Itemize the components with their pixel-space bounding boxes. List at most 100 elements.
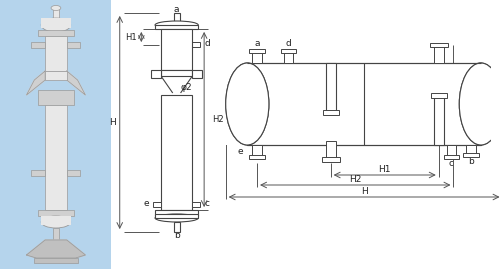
Bar (0, 16, 111, 17)
Bar (0, 30, 111, 31)
Bar (0, 237, 111, 238)
Bar (0, 104, 111, 105)
Bar (0, 40, 111, 41)
Bar (0, 10, 111, 11)
Bar (0, 188, 111, 189)
Bar (192, 42, 200, 47)
Bar (0, 151, 111, 152)
Ellipse shape (226, 63, 269, 145)
Bar (0, 32, 111, 33)
Bar (0, 252, 111, 253)
Bar (284, 51, 294, 63)
Bar (0, 267, 111, 268)
Bar (0, 76, 111, 77)
Bar (0, 181, 111, 182)
Bar (0, 179, 111, 180)
Bar (0, 37, 111, 38)
Bar (45, 36, 66, 71)
Bar (0, 17, 111, 18)
Bar (0, 162, 111, 163)
Bar (0, 168, 111, 169)
Bar (0, 101, 111, 102)
Bar (0, 245, 111, 246)
Bar (0, 152, 111, 153)
Bar (151, 70, 161, 78)
Bar (252, 51, 262, 63)
Bar (0, 180, 111, 181)
Text: φ2: φ2 (180, 83, 192, 91)
Bar (0, 165, 111, 166)
Text: H2: H2 (349, 175, 362, 185)
Text: b: b (468, 157, 474, 165)
Bar (0, 122, 111, 123)
Bar (434, 96, 444, 145)
Bar (0, 127, 111, 128)
Bar (0, 224, 111, 225)
Bar (0, 23, 111, 24)
Bar (0, 205, 111, 206)
Bar (252, 145, 262, 157)
Bar (0, 228, 111, 229)
Bar (0, 141, 111, 142)
Bar (0, 118, 111, 119)
Bar (0, 266, 111, 267)
Bar (0, 78, 111, 79)
Bar (0, 45, 111, 46)
Bar (430, 43, 448, 47)
Text: d: d (204, 38, 210, 48)
Bar (326, 63, 336, 112)
Bar (0, 186, 111, 187)
Bar (0, 208, 111, 209)
Bar (0, 41, 111, 42)
Bar (0, 153, 111, 154)
Bar (0, 14, 111, 15)
Bar (0, 226, 111, 227)
Bar (0, 250, 111, 251)
Bar (0, 67, 111, 68)
Bar (0, 133, 111, 134)
Bar (0, 87, 111, 88)
Text: H: H (109, 118, 116, 127)
Bar (0, 88, 111, 89)
Bar (0, 70, 111, 71)
Bar (0, 209, 111, 210)
Bar (0, 68, 111, 69)
Bar (280, 49, 296, 53)
Bar (41, 216, 70, 225)
Bar (155, 25, 198, 29)
Bar (0, 47, 111, 48)
Bar (322, 157, 340, 162)
Bar (0, 5, 111, 6)
Bar (0, 233, 111, 234)
Bar (0, 140, 111, 141)
Bar (0, 189, 111, 190)
Bar (0, 264, 111, 265)
Bar (0, 207, 111, 208)
Bar (0, 202, 111, 203)
Text: a: a (174, 5, 180, 15)
Bar (0, 18, 111, 19)
Bar (0, 259, 111, 260)
Ellipse shape (41, 216, 70, 228)
Bar (0, 108, 111, 109)
Text: φ1: φ1 (180, 147, 192, 157)
Bar (0, 25, 111, 26)
Bar (0, 223, 111, 224)
Bar (224, 63, 248, 145)
Ellipse shape (41, 18, 70, 32)
Bar (0, 85, 111, 86)
Bar (0, 171, 111, 172)
Bar (0, 176, 111, 177)
Bar (0, 227, 111, 228)
Bar (0, 148, 111, 149)
Bar (323, 110, 338, 115)
Bar (431, 93, 446, 98)
Bar (0, 203, 111, 204)
Bar (38, 210, 74, 216)
Bar (0, 60, 111, 61)
Bar (0, 96, 111, 97)
Bar (0, 174, 111, 175)
Text: e: e (238, 147, 244, 157)
Bar (0, 90, 111, 91)
Bar (0, 192, 111, 193)
